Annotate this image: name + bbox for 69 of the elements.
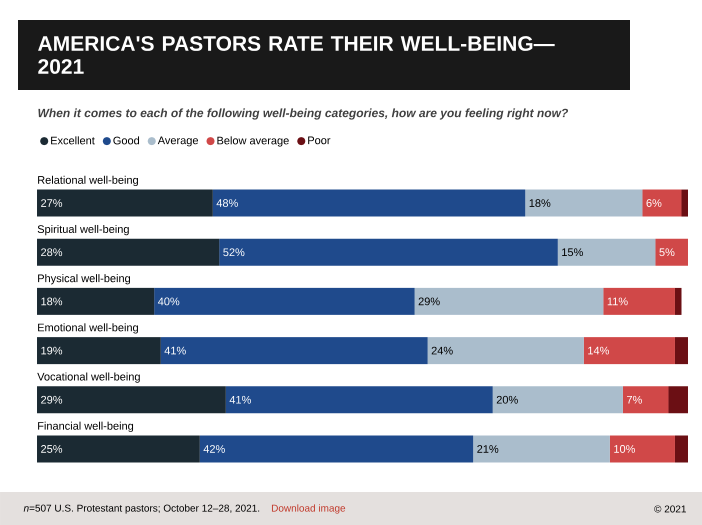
data-label: 11% (608, 298, 628, 306)
bar (525, 190, 642, 217)
bar (473, 435, 610, 462)
bar (610, 435, 675, 462)
data-label: 52% (223, 248, 244, 256)
legend-label: Excellent (51, 136, 95, 144)
data-label: 14% (588, 346, 609, 354)
legend-label: Below average (217, 136, 289, 147)
data-label: 19% (41, 346, 62, 354)
data-label: 27% (41, 199, 62, 207)
bar (37, 435, 200, 462)
data-label: 20% (496, 396, 518, 404)
data-label: 7% (626, 396, 642, 404)
bar (37, 190, 213, 217)
data-label: 10% (614, 445, 636, 453)
bar (603, 288, 675, 315)
text: n=507 U.S. Protestant pastors; October 12–28, 2021. (24, 504, 260, 514)
bar (674, 288, 682, 315)
data-label: 25% (41, 445, 62, 453)
bar (674, 337, 688, 364)
y-tick-label: Relational well-being (38, 176, 138, 186)
legend-label: Good (113, 136, 140, 144)
bar (37, 386, 226, 414)
bar (668, 386, 688, 414)
data-label: 29% (41, 396, 62, 404)
bar (681, 190, 688, 217)
y-tick-label: Vocational well-being (37, 372, 140, 383)
text: © 2021 (654, 505, 686, 513)
data-label: 42% (204, 445, 225, 453)
bar (584, 337, 675, 364)
text: Download image (272, 504, 346, 514)
data-label: 48% (216, 199, 238, 207)
bar (160, 337, 428, 364)
chart-title: AMERICA'S PASTORS RATE THEIR WELL-BEING—2021 (38, 36, 555, 74)
bar (200, 435, 474, 462)
bar (414, 288, 604, 315)
bar (37, 337, 161, 364)
y-tick-label: Emotional well-being (38, 323, 138, 334)
bar (428, 337, 584, 364)
bar (492, 386, 623, 414)
bar (558, 238, 656, 266)
data-label: 21% (477, 445, 498, 453)
y-tick-label: Physical well-being (38, 274, 130, 284)
data-label: 29% (418, 298, 440, 306)
bar (154, 288, 415, 315)
bar (219, 238, 558, 266)
bar (37, 288, 154, 315)
bar (226, 386, 493, 414)
legend-label: Average (158, 136, 198, 146)
data-label: 41% (230, 396, 251, 404)
bar (642, 190, 682, 217)
data-label: 18% (41, 298, 62, 306)
bar (622, 386, 668, 414)
data-label: 41% (164, 346, 186, 354)
bar (674, 435, 688, 462)
bar (37, 238, 220, 266)
bar (212, 190, 526, 217)
data-label: 15% (562, 248, 583, 256)
data-label: 5% (659, 248, 674, 256)
legend-label: Poor (308, 136, 330, 144)
chart-subtitle: When it comes to each of the following well-being categories, how are you feeling right now? (38, 108, 568, 120)
data-label: 28% (41, 248, 62, 256)
y-tick-label: Spiritual well-being (38, 224, 129, 236)
data-label: 24% (432, 346, 453, 354)
data-label: 40% (158, 298, 180, 306)
y-tick-label: Financial well-being (38, 422, 134, 432)
data-label: 18% (530, 199, 550, 207)
bar (655, 238, 688, 266)
data-label: 6% (646, 199, 662, 207)
